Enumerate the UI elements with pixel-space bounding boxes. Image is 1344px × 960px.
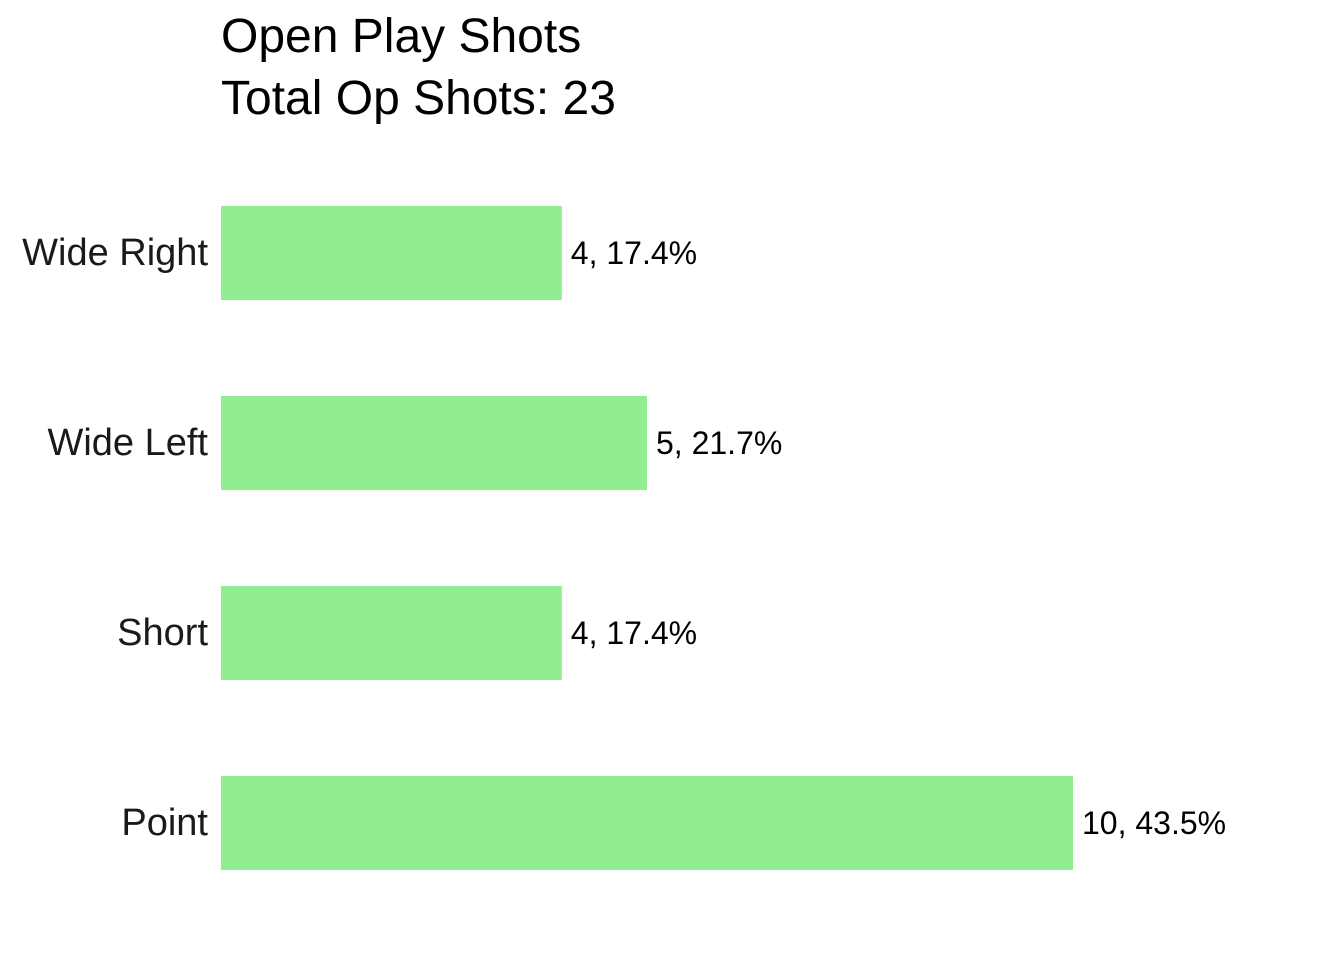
category-label-short: Short [117,612,208,654]
data-label-wide-left: 5, 21.7% [656,425,782,461]
chart-title: Open Play Shots [221,10,582,63]
bar-short [221,586,562,680]
data-label-wide-right: 4, 17.4% [571,235,697,271]
category-label-wide-right: Wide Right [22,232,208,274]
category-label-wide-left: Wide Left [47,422,208,464]
bar-wide-right [221,206,562,300]
data-label-point: 10, 43.5% [1082,805,1226,841]
chart-subtitle: Total Op Shots: 23 [221,72,616,125]
category-label-point: Point [121,802,208,844]
bar-point [221,776,1073,870]
data-label-short: 4, 17.4% [571,615,697,651]
bar-wide-left [221,396,647,490]
